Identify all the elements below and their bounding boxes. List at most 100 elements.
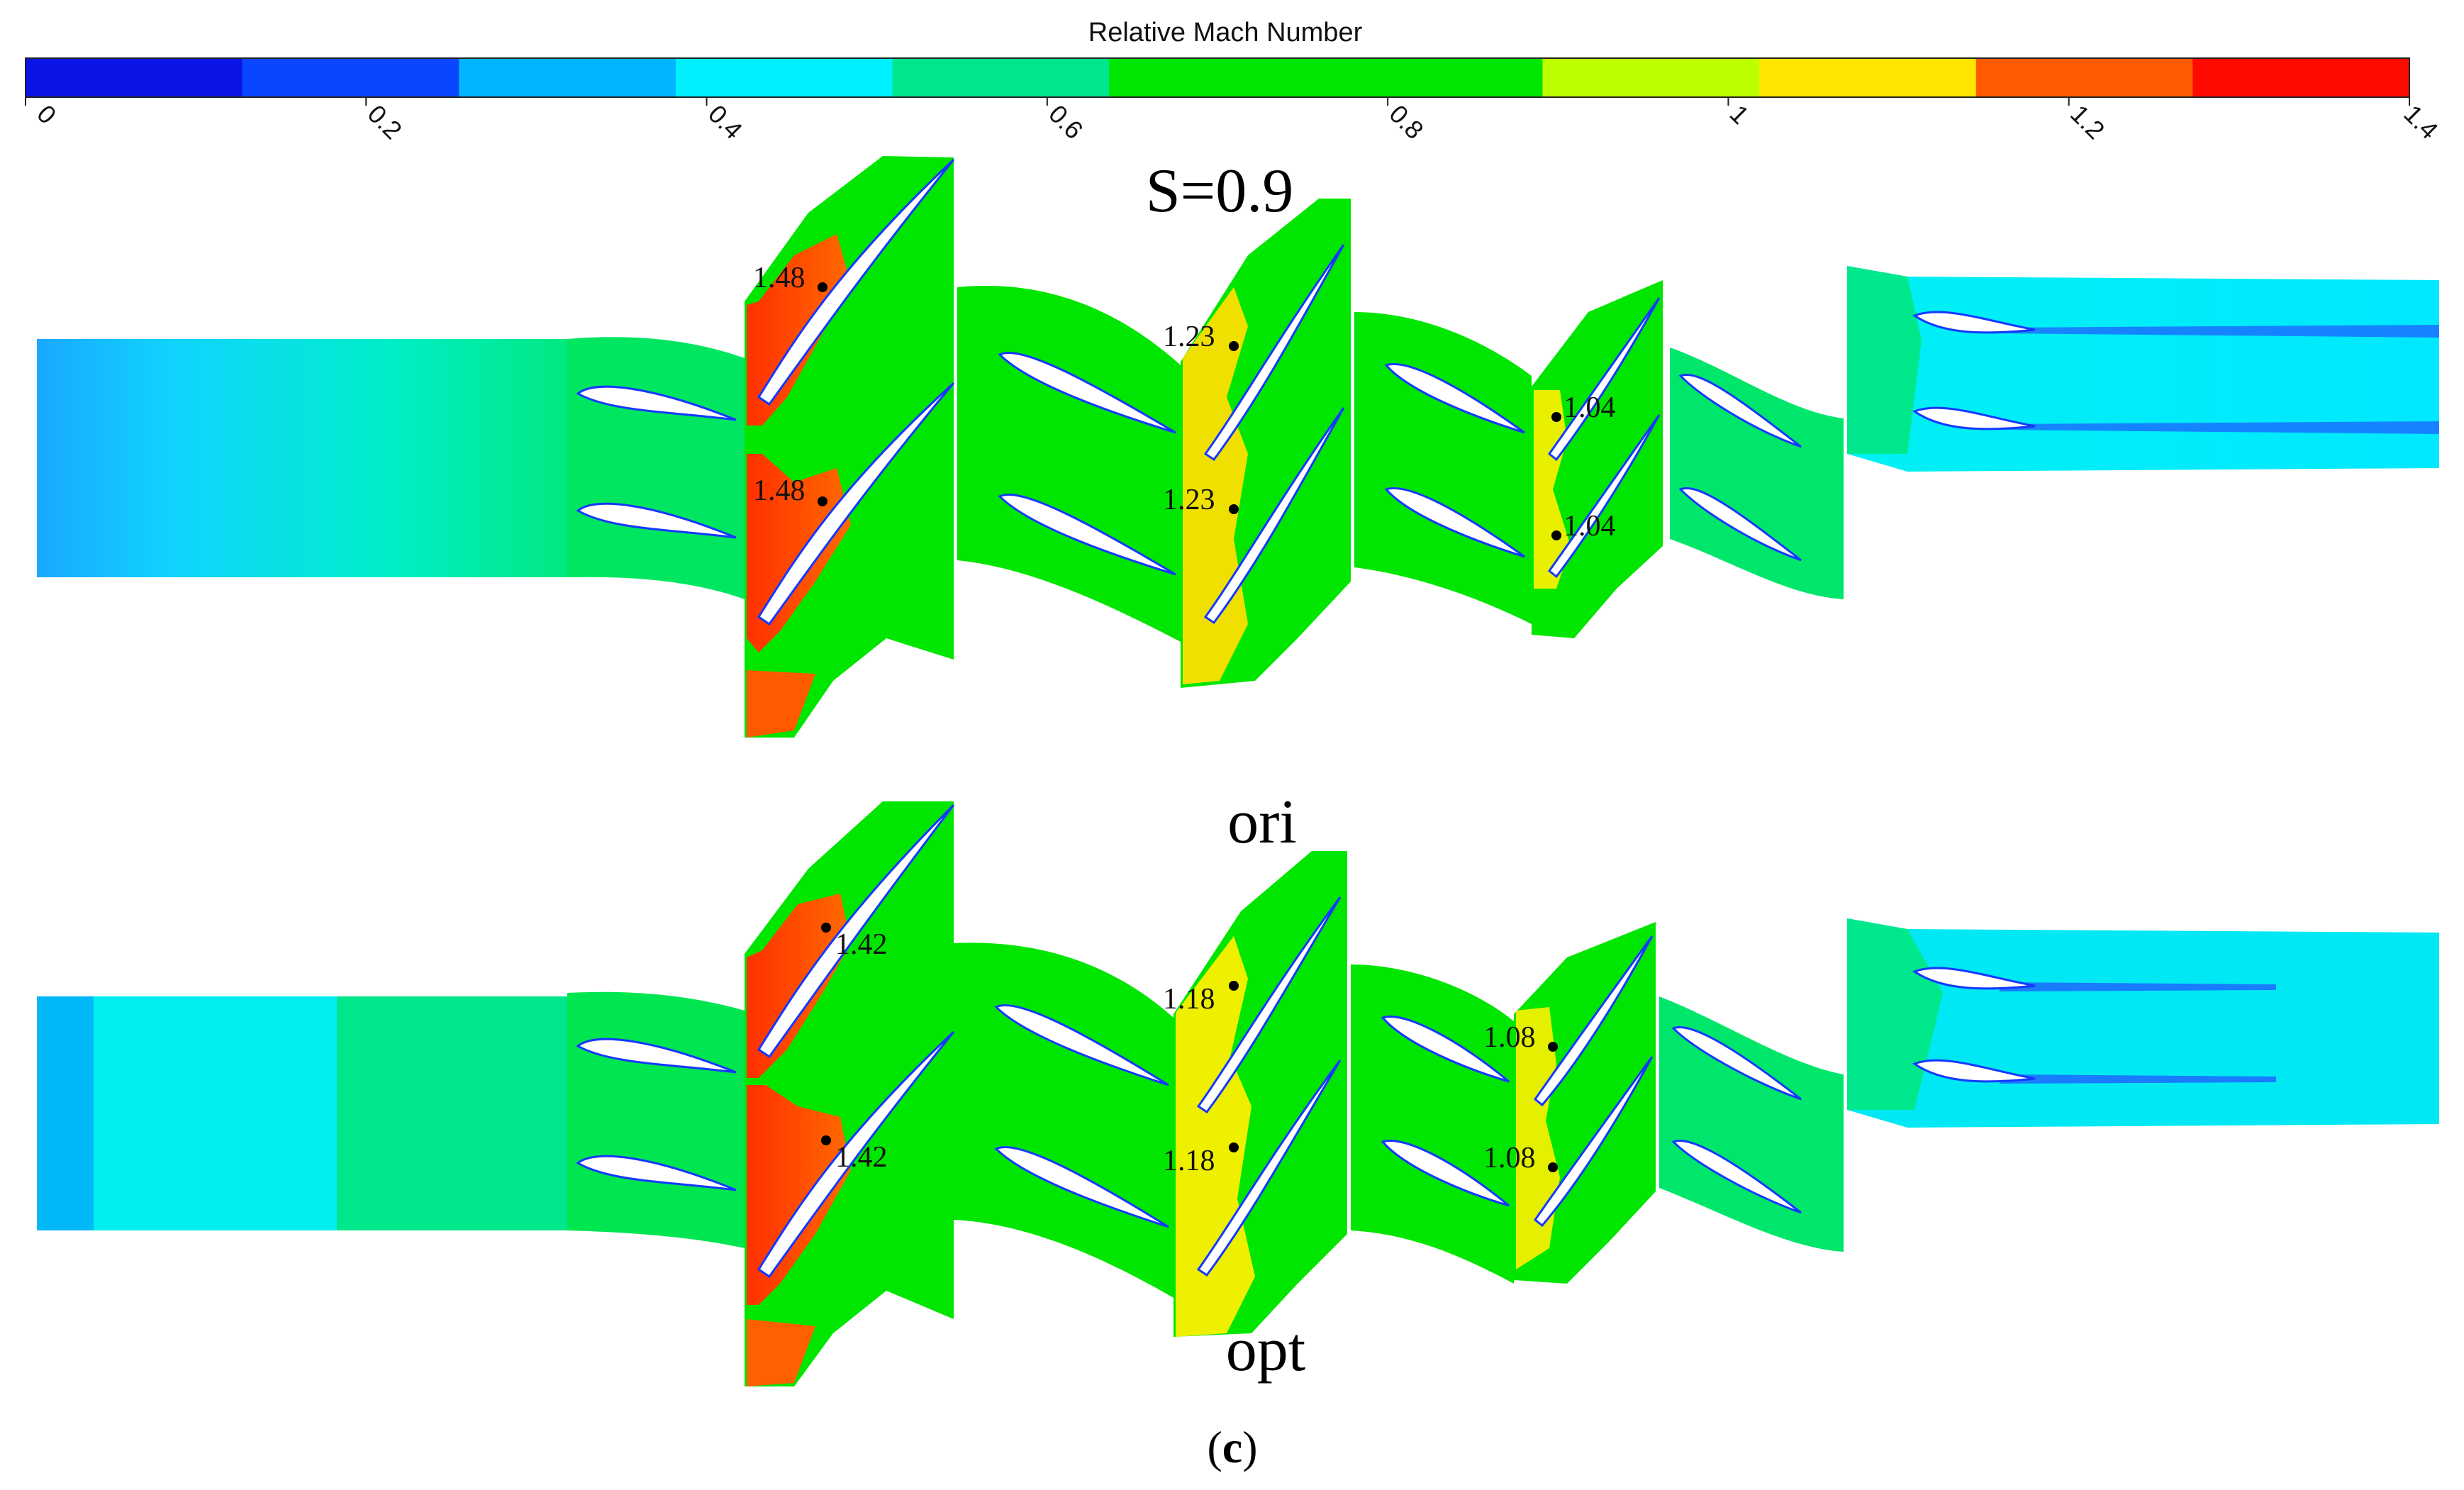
opt-panel-label: opt xyxy=(1226,1316,1305,1384)
figure-caption: (c) xyxy=(1207,1422,1257,1472)
ori-panel-label: ori xyxy=(1227,788,1297,857)
opt-rotor-3-value-upper: 1.08 xyxy=(1483,1021,1536,1054)
colorbar-segment xyxy=(1109,58,1327,97)
opt-stator-1-blade-upper xyxy=(576,1038,737,1074)
colorbar-segment xyxy=(26,58,243,97)
ori-rotor-2-probe-upper xyxy=(1229,341,1239,351)
opt-stator-2 xyxy=(954,943,1174,1298)
opt-rotor-1-probe-upper xyxy=(821,923,831,933)
colorbar-tick-label: 0.4 xyxy=(703,99,748,145)
ori-stator-3 xyxy=(1354,312,1532,624)
opt-rotor-1-value-upper: 1.42 xyxy=(835,928,888,961)
colorbar-segments xyxy=(26,58,2410,97)
opt-rotor-3-value-lower: 1.08 xyxy=(1483,1142,1536,1174)
ori-rotor-2-value-lower: 1.23 xyxy=(1163,484,1215,516)
colorbar-segment xyxy=(459,58,676,97)
colorbar-title: Relative Mach Number xyxy=(1088,18,1363,48)
opt-stator-4-blade-lower xyxy=(1671,1140,1802,1214)
opt-rotor-2-hot-region xyxy=(1176,936,1255,1337)
ori-stator-1 xyxy=(567,337,745,599)
colorbar-segment xyxy=(1975,58,2193,97)
ori-probes xyxy=(818,282,1561,540)
opt-rotor-3-blade-upper xyxy=(1533,935,1654,1107)
condition-label: S=0.9 xyxy=(1146,157,1294,226)
ori-blades xyxy=(576,158,2036,626)
colorbar-tick-label: 0.8 xyxy=(1383,99,1429,145)
opt-outlet-wake-lower xyxy=(2000,1074,2276,1084)
colorbar-segment xyxy=(242,58,459,97)
ori-outlet-blade-upper xyxy=(1912,311,2036,334)
opt-inlet-band-2 xyxy=(94,996,338,1230)
opt-rotor-1-value-lower: 1.42 xyxy=(835,1141,888,1174)
ori-stator-4-blade-lower xyxy=(1678,487,1802,562)
opt-rotor-3-blade-lower xyxy=(1533,1056,1654,1228)
opt-rotor-2-blade-upper xyxy=(1196,896,1342,1114)
ori-rotor-3-value-lower: 1.04 xyxy=(1563,510,1616,543)
ori-stator-2-blade-upper xyxy=(998,352,1176,434)
ori-stator-1-blade-upper xyxy=(576,385,737,421)
opt-stator-4-blade-upper xyxy=(1671,1026,1802,1101)
colorbar-segment xyxy=(892,58,1110,97)
ori-rotor-3-blade-upper xyxy=(1547,297,1661,462)
opt-outlet-blade-upper xyxy=(1912,967,2036,990)
ori-rotor-1-probe-upper xyxy=(818,282,827,292)
ori-rotor-1 xyxy=(745,156,954,738)
ori-stator-3-blade-upper xyxy=(1384,363,1525,434)
ori-stator-2 xyxy=(957,285,1181,642)
ori-rotor-1-hub-region xyxy=(747,670,815,738)
ori-stator-1-blade-lower xyxy=(576,502,737,539)
opt-stator-2-blade-lower xyxy=(994,1146,1169,1228)
opt-stator-3-blade-lower xyxy=(1381,1140,1510,1207)
colorbar-segment xyxy=(2192,58,2410,97)
ori-inlet-duct xyxy=(37,339,583,577)
ori-rotor-2-probe-lower xyxy=(1229,504,1239,514)
opt-inlet-band-1 xyxy=(37,996,95,1230)
caption-close-paren: ) xyxy=(1242,1422,1257,1472)
ori-outlet-duct xyxy=(1847,266,2439,472)
ori-rotor-3-blade-lower xyxy=(1547,414,1661,579)
opt-outlet-blade-lower xyxy=(1912,1059,2036,1083)
opt-rotor-2-blade-lower xyxy=(1196,1060,1342,1277)
opt-probes xyxy=(821,923,1558,1172)
ori-outlet-inner-green xyxy=(1847,266,1922,454)
colorbar-ticks: 0 0.2 0.4 0.6 0.8 1 1.2 1.4 xyxy=(25,97,2444,145)
colorbar-tick-label: 0.6 xyxy=(1043,99,1088,145)
ori-rotor-2-blade-upper xyxy=(1203,244,1345,462)
opt-rotor-1-blade-lower xyxy=(757,1030,955,1279)
opt-rotor-1-probe-lower xyxy=(821,1135,831,1145)
opt-rotor-1-blade-upper xyxy=(757,804,955,1059)
ori-rotor-1-value-upper: 1.48 xyxy=(753,262,805,294)
ori-rotor-3-probe-upper xyxy=(1551,412,1561,422)
ori-rotor-3-value-upper: 1.04 xyxy=(1563,391,1616,424)
ori-rotor-1-probe-lower xyxy=(818,496,827,506)
ori-stator-4 xyxy=(1670,348,1844,599)
ori-rotor-2-value-upper: 1.23 xyxy=(1163,321,1215,353)
ori-rotor-3-probe-lower xyxy=(1551,530,1561,540)
opt-rotor-3-probe-lower xyxy=(1548,1162,1558,1172)
colorbar-tick-label: 0 xyxy=(31,99,62,130)
colorbar-tick-label: 0.2 xyxy=(362,99,408,145)
ori-rotor-1-blade-lower xyxy=(757,382,955,626)
ori-rotor-1-value-lower: 1.48 xyxy=(753,474,805,507)
opt-inlet-band-3 xyxy=(337,996,585,1230)
caption-letter: c xyxy=(1222,1422,1242,1472)
opt-rotor-2-value-upper: 1.18 xyxy=(1163,983,1215,1016)
ori-rotor-1-blade-upper xyxy=(757,158,955,406)
colorbar-segment xyxy=(1325,58,1543,97)
panel-ori: 1.48 1.48 1.23 1.23 1.04 1.04 ori xyxy=(37,156,2439,857)
caption-open-paren: ( xyxy=(1207,1422,1222,1472)
colorbar-segment xyxy=(675,58,893,97)
colorbar-frame xyxy=(25,57,2410,98)
ori-stator-4-blade-upper xyxy=(1678,374,1802,448)
colorbar-tick-label: 1.2 xyxy=(2065,99,2110,145)
ori-outlet-wake-upper xyxy=(2000,325,2439,338)
opt-rotor-2-probe-upper xyxy=(1229,981,1239,991)
opt-rotor-2-probe-lower xyxy=(1229,1142,1239,1152)
opt-outlet-duct xyxy=(1847,918,2439,1128)
opt-stator-1 xyxy=(567,991,745,1248)
ori-outlet-blade-lower xyxy=(1912,406,2036,430)
opt-rotor-1-hub-region xyxy=(747,1319,815,1386)
colorbar: Relative Mach Number 0 0.2 0.4 0.6 0.8 1 1.2 1.… xyxy=(25,18,2444,145)
